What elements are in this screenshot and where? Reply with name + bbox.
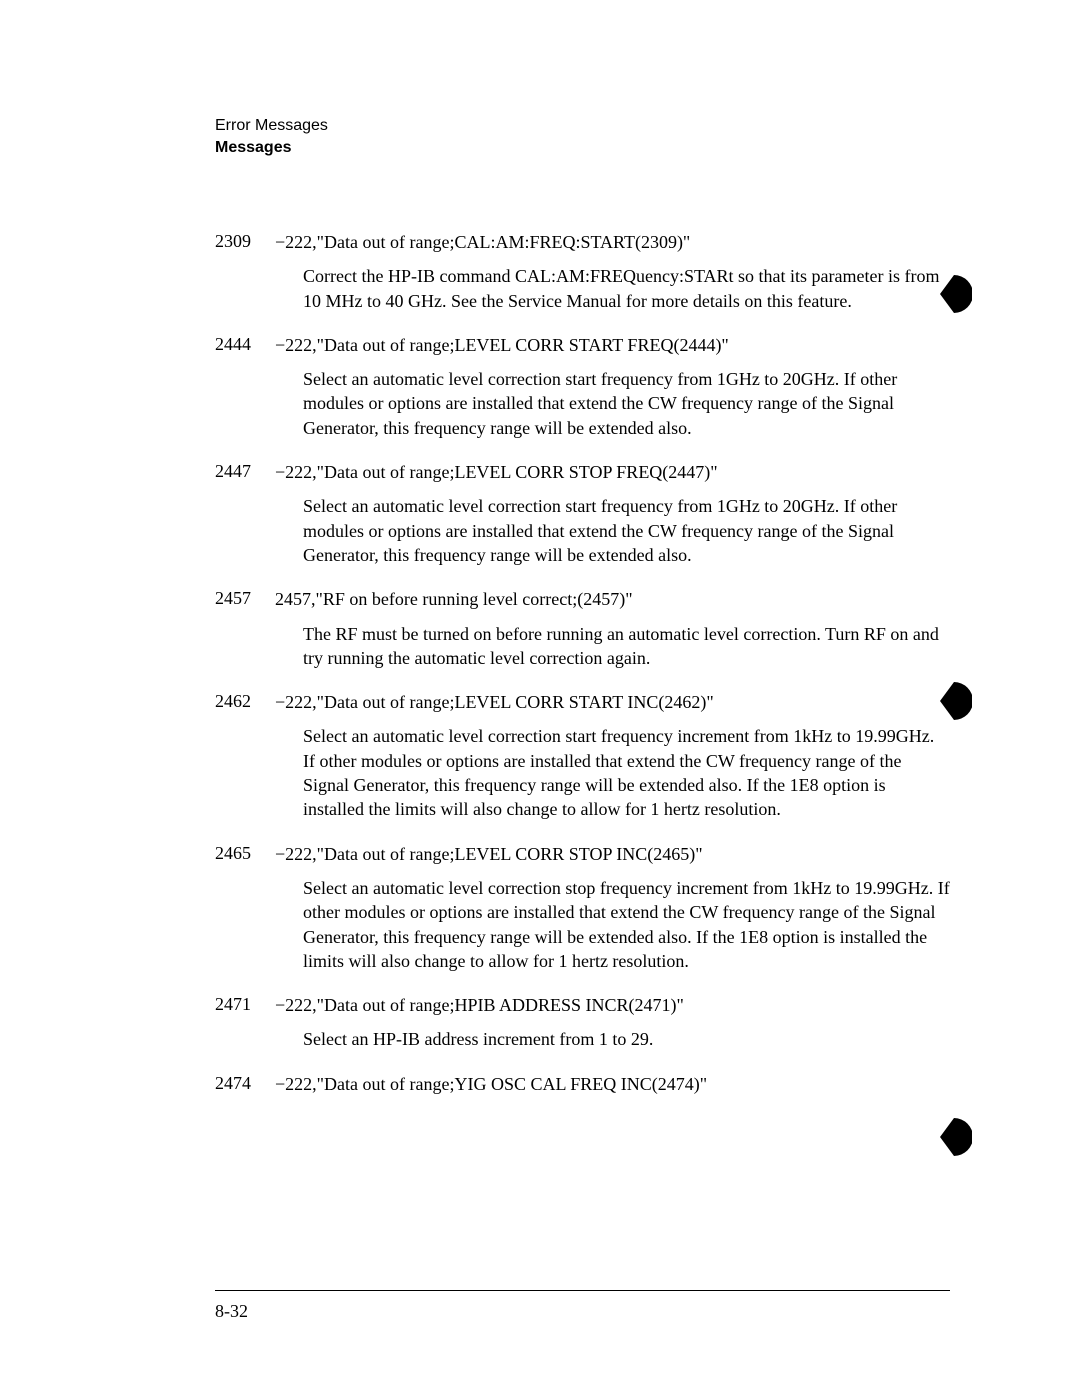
entry-title: −222,"Data out of range;YIG OSC CAL FREQ… bbox=[275, 1072, 950, 1096]
entry-title: −222,"Data out of range;HPIB ADDRESS INC… bbox=[275, 993, 950, 1017]
entry-title: 2457,"RF on before running level correct… bbox=[275, 587, 950, 611]
entry-description: Select an automatic level correction sta… bbox=[275, 367, 950, 440]
error-entry: 2465−222,"Data out of range;LEVEL CORR S… bbox=[215, 842, 950, 987]
entry-body: 2457,"RF on before running level correct… bbox=[275, 587, 950, 684]
entry-title: −222,"Data out of range;LEVEL CORR STOP … bbox=[275, 842, 950, 866]
error-entry: 2474−222,"Data out of range;YIG OSC CAL … bbox=[215, 1072, 950, 1106]
error-entry: 2462−222,"Data out of range;LEVEL CORR S… bbox=[215, 690, 950, 835]
content-body: 2309−222,"Data out of range;CAL:AM:FREQ:… bbox=[215, 230, 950, 1106]
entry-body: −222,"Data out of range;LEVEL CORR START… bbox=[275, 333, 950, 454]
entry-description: The RF must be turned on before running … bbox=[275, 622, 950, 671]
page-number: 8-32 bbox=[215, 1301, 950, 1322]
error-entry: 2444−222,"Data out of range;LEVEL CORR S… bbox=[215, 333, 950, 454]
entry-code: 2471 bbox=[215, 993, 275, 1066]
entry-description: Select an automatic level correction sto… bbox=[275, 876, 950, 973]
error-entry: 2309−222,"Data out of range;CAL:AM:FREQ:… bbox=[215, 230, 950, 327]
entry-body: −222,"Data out of range;LEVEL CORR STOP … bbox=[275, 842, 950, 987]
entry-description: Select an automatic level correction sta… bbox=[275, 724, 950, 821]
header-subsection: Messages bbox=[215, 137, 328, 159]
page-header: Error Messages Messages bbox=[215, 115, 328, 160]
entry-title: −222,"Data out of range;LEVEL CORR START… bbox=[275, 333, 950, 357]
entry-code: 2309 bbox=[215, 230, 275, 327]
thumb-index-icon bbox=[940, 275, 972, 313]
entry-code: 2462 bbox=[215, 690, 275, 835]
footer-rule bbox=[215, 1290, 950, 1291]
thumb-index-icon bbox=[940, 682, 972, 720]
entry-body: −222,"Data out of range;YIG OSC CAL FREQ… bbox=[275, 1072, 950, 1106]
entry-body: −222,"Data out of range;LEVEL CORR START… bbox=[275, 690, 950, 835]
page-footer: 8-32 bbox=[215, 1290, 950, 1322]
error-entry: 2447−222,"Data out of range;LEVEL CORR S… bbox=[215, 460, 950, 581]
entry-description: Correct the HP-IB command CAL:AM:FREQuen… bbox=[275, 264, 950, 313]
entry-code: 2457 bbox=[215, 587, 275, 684]
entry-title: −222,"Data out of range;CAL:AM:FREQ:STAR… bbox=[275, 230, 950, 254]
entry-description: Select an HP-IB address increment from 1… bbox=[275, 1027, 950, 1051]
entry-code: 2447 bbox=[215, 460, 275, 581]
entry-code: 2444 bbox=[215, 333, 275, 454]
thumb-index-icon bbox=[940, 1118, 972, 1156]
entry-body: −222,"Data out of range;CAL:AM:FREQ:STAR… bbox=[275, 230, 950, 327]
entry-body: −222,"Data out of range;HPIB ADDRESS INC… bbox=[275, 993, 950, 1066]
entry-description: Select an automatic level correction sta… bbox=[275, 494, 950, 567]
entry-body: −222,"Data out of range;LEVEL CORR STOP … bbox=[275, 460, 950, 581]
header-section: Error Messages bbox=[215, 115, 328, 137]
error-entry: 24572457,"RF on before running level cor… bbox=[215, 587, 950, 684]
entry-code: 2474 bbox=[215, 1072, 275, 1106]
error-entry: 2471−222,"Data out of range;HPIB ADDRESS… bbox=[215, 993, 950, 1066]
entry-title: −222,"Data out of range;LEVEL CORR START… bbox=[275, 690, 950, 714]
entry-code: 2465 bbox=[215, 842, 275, 987]
entry-title: −222,"Data out of range;LEVEL CORR STOP … bbox=[275, 460, 950, 484]
